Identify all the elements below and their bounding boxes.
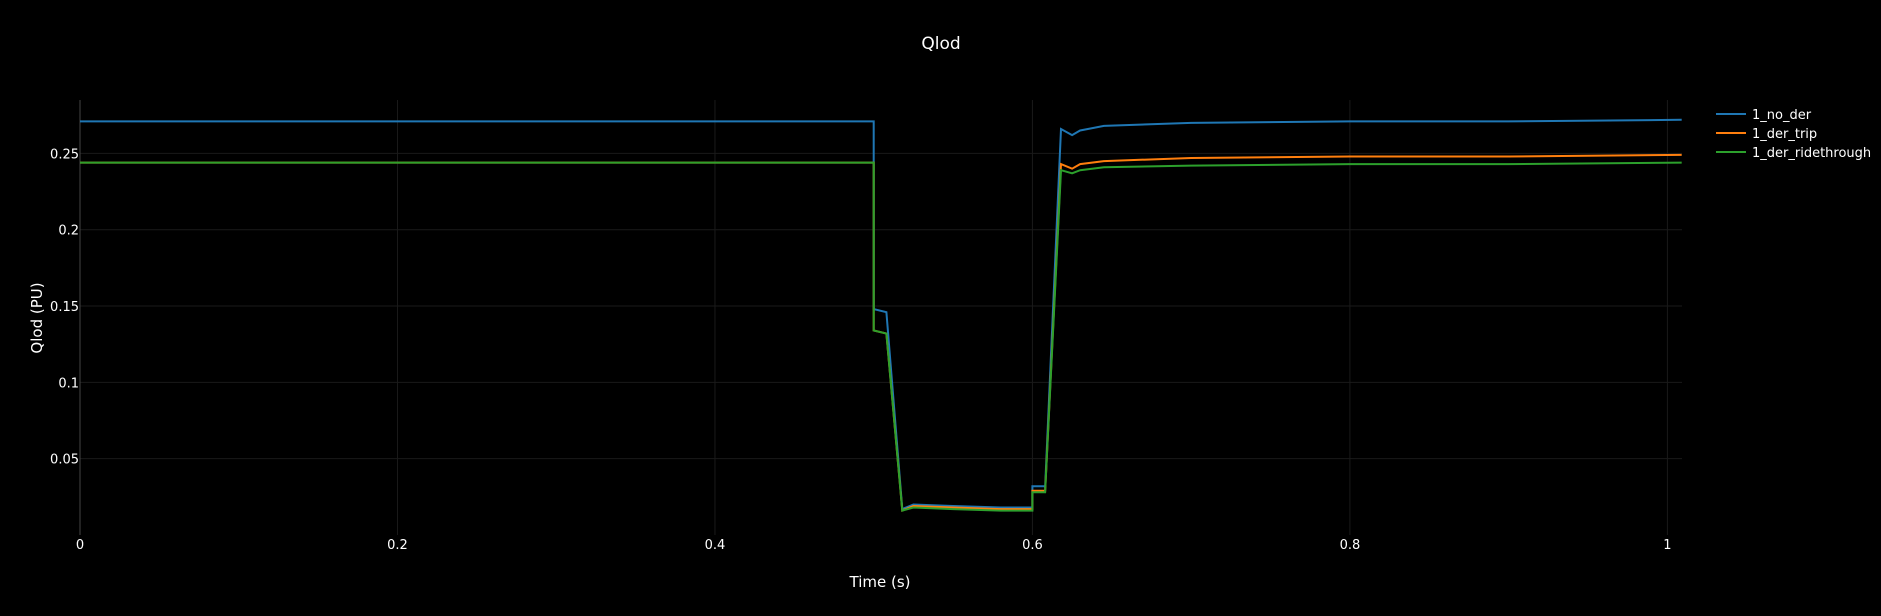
legend-item[interactable]: 1_no_der	[1716, 108, 1812, 123]
series-line-1-der-ridethrough	[80, 161, 1682, 512]
legend-label: 1_der_trip	[1752, 127, 1817, 142]
x-tick-label: 0.6	[1022, 538, 1043, 553]
series-line-1-no-der	[80, 118, 1682, 511]
x-tick-label: 0.8	[1340, 538, 1361, 553]
legend-item[interactable]: 1_der_ridethrough	[1716, 146, 1871, 161]
legend-item[interactable]: 1_der_trip	[1716, 127, 1817, 142]
x-tick-label: 0	[76, 538, 84, 553]
y-tick-label: 0.25	[50, 147, 79, 162]
x-tick-label: 1	[1663, 538, 1671, 553]
x-axis-label: Time (s)	[849, 573, 911, 591]
y-tick-label: 0.1	[58, 376, 79, 391]
legend-label: 1_der_ridethrough	[1752, 146, 1871, 161]
y-axis-label: Qlod (PU)	[28, 282, 46, 353]
y-tick-label: 0.05	[50, 453, 79, 468]
x-axis-ticks: 0 0.2 0.4 0.6 0.8 1	[76, 538, 1672, 553]
y-tick-label: 0.2	[58, 224, 79, 239]
x-tick-label: 0.2	[387, 538, 408, 553]
legend-label: 1_no_der	[1752, 108, 1812, 123]
plot-area	[80, 118, 1682, 513]
y-tick-label: 0.15	[50, 300, 79, 315]
grid	[80, 100, 1682, 535]
chart-title: Qlod	[921, 34, 960, 54]
y-axis-ticks: 0.05 0.1 0.15 0.2 0.25	[50, 147, 79, 467]
x-tick-label: 0.4	[705, 538, 726, 553]
legend: 1_no_der 1_der_trip 1_der_ridethrough	[1716, 108, 1871, 161]
